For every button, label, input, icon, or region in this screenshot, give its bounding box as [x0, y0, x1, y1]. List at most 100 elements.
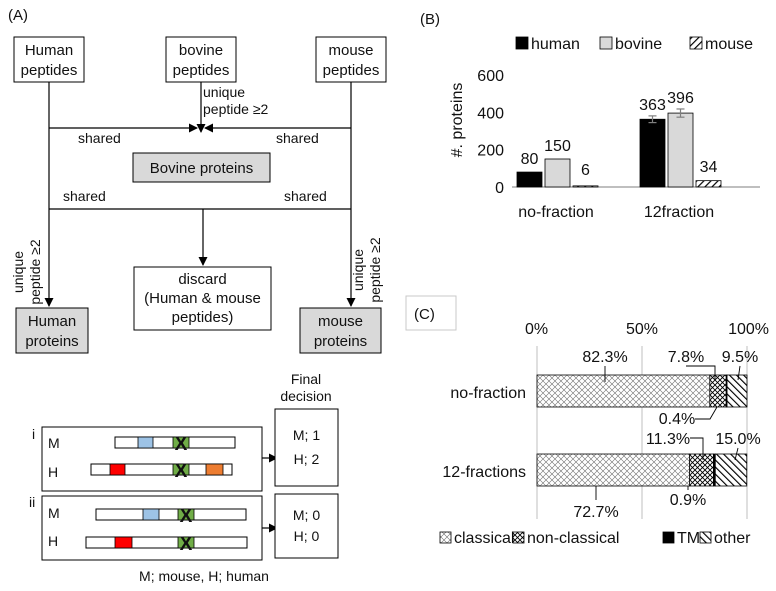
chart-c-segment-classical-0	[537, 375, 710, 407]
unique-peptide-top-line1: unique	[203, 84, 245, 100]
chart-b-bar-human-1	[640, 119, 665, 187]
bovine-peptides-box: bovine peptides	[166, 37, 236, 82]
case-i-mouse-blue-peptide	[138, 437, 153, 448]
chart-b-bar-mouse-0	[573, 186, 598, 187]
unique-peptide-right-line1: unique	[350, 249, 366, 291]
chart-b-category-1: 12fraction	[644, 204, 714, 221]
bovine-proteins-label: Bovine proteins	[150, 160, 253, 177]
example-footnote: M; mouse, H; human	[139, 568, 269, 584]
panel-label-a: (A)	[8, 7, 28, 24]
chart-b-ylabel: #. proteins	[449, 83, 466, 158]
case-ii-row-h: H	[48, 533, 58, 549]
chart-c-label-classical-1: 72.7%	[573, 504, 618, 521]
human-proteins-line1: Human	[28, 313, 76, 330]
human-proteins-box: Human proteins	[16, 308, 88, 353]
chart-c-legend-swatch-other	[700, 532, 711, 543]
unique-peptide-left-line2: peptide ≥2	[27, 239, 43, 305]
chart-c-legend-label-non-classical: non-classical	[527, 530, 619, 547]
chart-b-value-human-0: 80	[521, 151, 539, 168]
chart-c-label-TM-0: 0.4%	[659, 411, 695, 428]
unique-peptide-top-line2: peptide ≥2	[203, 101, 269, 117]
chart-b-value-mouse-1: 34	[700, 159, 718, 176]
chart-c-segment-classical-1	[537, 454, 690, 486]
example-case-i: i M H X X	[32, 426, 262, 491]
case-i-mouse-cross-icon: X	[175, 434, 188, 455]
chart-c-legend-label-TM: TM	[677, 530, 700, 547]
chart-b-value-bovine-1: 396	[667, 90, 694, 107]
chart-b-bar-mouse-1	[696, 181, 721, 187]
unique-peptide-right-line2: peptide ≥2	[367, 237, 383, 303]
chart-b-ytick-2: 400	[477, 105, 504, 122]
chart-b-bar-bovine-0	[545, 159, 570, 187]
decision-box-ii: M; 0 H; 0	[275, 494, 338, 558]
mouse-proteins-line1: mouse	[318, 313, 363, 330]
case-ii-mouse-protein-bar	[96, 509, 246, 520]
panel-label-c: (C)	[414, 306, 435, 323]
case-i-human-orange-peptide	[206, 464, 223, 475]
chart-b-value-bovine-0: 150	[544, 138, 571, 155]
case-ii-label: ii	[29, 494, 35, 510]
case-ii-human-cross-icon: X	[180, 534, 193, 555]
chart-b-legend-swatch-human	[516, 37, 528, 49]
chart-c-label-non-classical-1: 11.3%	[646, 431, 690, 448]
shared-label-left-top: shared	[78, 130, 121, 146]
discard-line1: discard	[178, 271, 226, 288]
chart-c-legend-swatch-classical	[440, 532, 451, 543]
chart-b-ytick-0: 0	[495, 180, 504, 197]
chart-c-label-other-1: 15.0%	[715, 431, 760, 448]
shared-label-left-bottom: shared	[63, 188, 106, 204]
discard-box: discard (Human & mouse peptides)	[134, 267, 271, 330]
chart-c-segment-non-classical-0	[710, 375, 726, 407]
chart-b-bar-human-0	[517, 172, 542, 187]
mouse-peptides-box: mouse peptides	[316, 37, 386, 82]
chart-b-legend-label-human: human	[531, 36, 580, 53]
chart-b-value-mouse-0: 6	[581, 162, 590, 179]
decision-ii-line1: M; 0	[293, 507, 320, 523]
chart-c-label-non-classical-0: 7.8%	[668, 349, 704, 366]
chart-c-label-TM-1: 0.9%	[670, 492, 706, 509]
unique-peptide-right: unique peptide ≥2	[350, 237, 383, 303]
mouse-proteins-line2: proteins	[314, 333, 367, 350]
chart-c-category-0: no-fraction	[450, 385, 526, 402]
discard-line3: peptides)	[172, 309, 234, 326]
human-proteins-line2: proteins	[25, 333, 78, 350]
chart-c-xtick-2: 100%	[728, 321, 769, 338]
case-ii-mouse-blue-peptide	[143, 509, 159, 520]
chart-b-value-human-1: 363	[639, 97, 666, 114]
chart-b-category-0: no-fraction	[518, 204, 594, 221]
case-i-row-h: H	[48, 464, 58, 480]
chart-b-bar-bovine-1	[668, 113, 693, 187]
chart-b-ytick-3: 600	[477, 68, 504, 85]
mouse-peptides-line2: peptides	[323, 62, 380, 79]
decision-box-i: M; 1 H; 2	[275, 409, 338, 486]
decision-ii-line2: H; 0	[294, 528, 320, 544]
chart-c-segment-other-0	[727, 375, 747, 407]
case-i-human-cross-icon: X	[175, 461, 188, 482]
chart-b: 0 200 400 600 #. proteins 80 150 6 no-fraction 36…	[449, 36, 760, 221]
chart-c-label-other-0: 9.5%	[722, 349, 758, 366]
panel-label-b: (B)	[420, 11, 440, 28]
case-i-human-red-peptide	[110, 464, 125, 475]
human-peptides-box: Human peptides	[14, 37, 84, 82]
chart-b-legend-swatch-bovine	[600, 37, 612, 49]
bovine-peptides-line2: peptides	[173, 62, 230, 79]
chart-b-legend-label-bovine: bovine	[615, 36, 662, 53]
case-ii-human-red-peptide	[115, 537, 132, 548]
example-case-ii: ii M H X X	[29, 494, 262, 560]
final-decision-line2: decision	[280, 388, 331, 404]
chart-c-legend-label-classical: classical	[454, 530, 514, 547]
chart-c-legend-swatch-non-classical	[513, 532, 524, 543]
chart-b-legend-label-mouse: mouse	[705, 36, 753, 53]
discard-line2: (Human & mouse	[144, 290, 261, 307]
chart-c-segment-non-classical-1	[690, 454, 714, 486]
case-ii-row-m: M	[48, 505, 60, 521]
chart-c-legend-label-other: other	[714, 530, 751, 547]
chart-c-label-classical-0: 82.3%	[582, 349, 627, 366]
chart-b-ytick-1: 200	[477, 143, 504, 160]
chart-c-xtick-0: 0%	[525, 321, 548, 338]
shared-label-right-top: shared	[276, 130, 319, 146]
human-peptides-line2: peptides	[21, 62, 78, 79]
mouse-peptides-line1: mouse	[328, 42, 373, 59]
shared-label-right-bottom: shared	[284, 188, 327, 204]
